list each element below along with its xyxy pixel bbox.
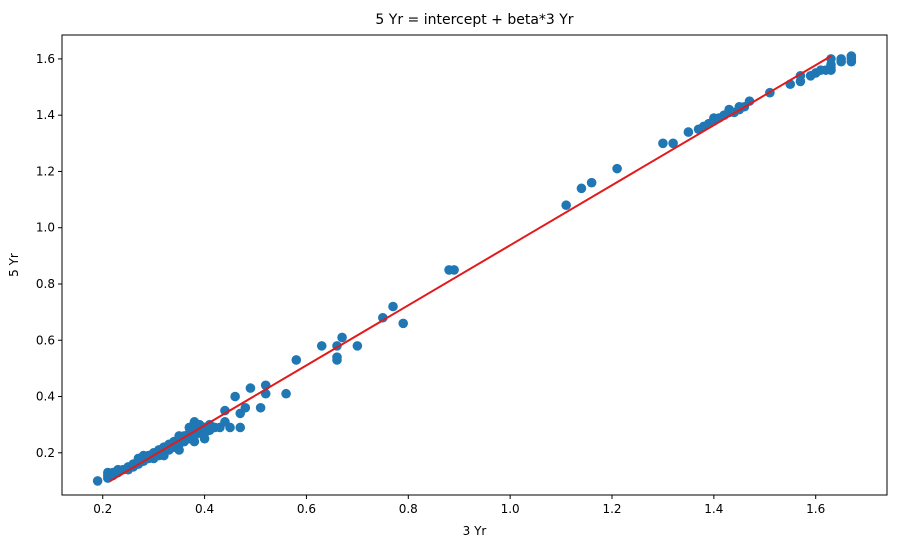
x-tick-label: 0.6 xyxy=(297,502,316,516)
scatter-point xyxy=(291,355,302,365)
y-tick-label: 0.6 xyxy=(36,333,55,347)
scatter-point xyxy=(586,177,597,188)
scatter-point xyxy=(255,402,266,413)
scatter-point xyxy=(332,352,342,362)
scatter-point xyxy=(668,138,678,149)
scatter-point xyxy=(388,301,398,312)
scatter-point xyxy=(225,422,235,433)
scatter-point xyxy=(352,341,363,351)
x-axis-label: 3 Yr xyxy=(463,524,487,538)
scatter-point xyxy=(561,200,571,211)
x-tick-label: 0.2 xyxy=(93,502,112,516)
scatter-point xyxy=(576,183,587,194)
scatter-point xyxy=(449,265,459,275)
scatter-point xyxy=(92,476,103,486)
y-tick-label: 1.6 xyxy=(36,52,55,66)
scatter-point xyxy=(612,163,622,174)
axes-frame xyxy=(61,34,888,496)
scatter-point xyxy=(836,54,846,64)
y-tick-label: 1.2 xyxy=(36,164,55,178)
scatter-point xyxy=(846,51,857,61)
x-tick-label: 1.4 xyxy=(704,502,723,516)
scatter-point xyxy=(230,391,240,402)
scatter-point xyxy=(235,422,246,433)
scatter-point xyxy=(378,312,388,323)
x-tick-label: 1.0 xyxy=(501,502,520,516)
scatter-point xyxy=(398,318,409,329)
chart-title: 5 Yr = intercept + beta*3 Yr xyxy=(375,12,573,28)
y-axis-label: 5 Yr xyxy=(7,253,21,277)
y-tick-label: 0.4 xyxy=(36,390,55,404)
y-tick-label: 0.2 xyxy=(36,446,55,460)
x-tick-label: 1.6 xyxy=(806,502,825,516)
scatter-point xyxy=(683,127,694,137)
x-tick-label: 0.8 xyxy=(399,502,418,516)
scatter-point xyxy=(245,383,256,393)
x-tick-label: 1.2 xyxy=(602,502,621,516)
x-tick-label: 0.4 xyxy=(195,502,214,516)
y-axis-ticks: 0.2 0.4 0.6 0.8 1.0 1.2 1.4 1.6 xyxy=(36,52,62,460)
y-tick-label: 0.8 xyxy=(36,277,55,291)
y-tick-label: 1.4 xyxy=(36,108,55,122)
scatter-point xyxy=(658,138,668,149)
scatter-point xyxy=(281,388,291,399)
scatter-point xyxy=(240,402,251,413)
regression-fit xyxy=(109,55,832,482)
x-axis-ticks: 0.2 0.4 0.6 0.8 1.0 1.2 1.4 1.6 xyxy=(93,495,825,516)
scatter-point xyxy=(337,332,347,343)
y-tick-label: 1.0 xyxy=(36,221,55,235)
scatter-point xyxy=(316,341,327,351)
scatter-points xyxy=(92,51,857,486)
fit-line xyxy=(109,55,832,482)
